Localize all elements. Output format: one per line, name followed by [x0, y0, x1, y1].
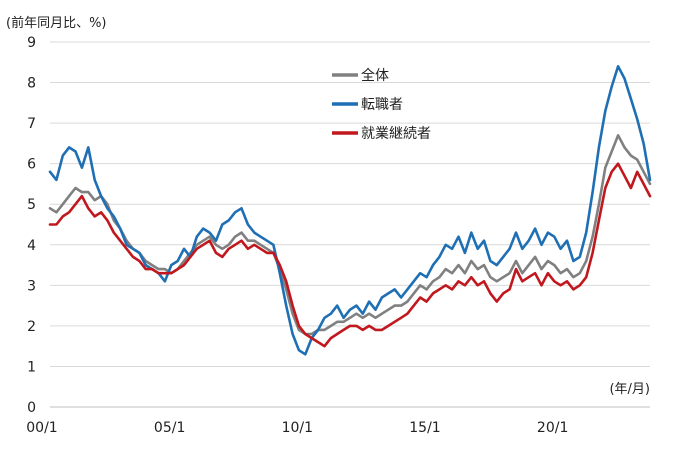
grid-lines — [50, 41, 650, 367]
y-tick-label: 3 — [27, 278, 36, 294]
x-axis-unit-label: (年/月) — [609, 382, 650, 397]
x-tick-label: 20/1 — [537, 420, 568, 436]
y-axis-unit-label: (前年同月比、%) — [6, 15, 107, 31]
x-tick-label: 00/1 — [26, 420, 57, 436]
legend-label-2: 就業継続者 — [361, 125, 431, 142]
series-lines — [48, 65, 652, 356]
y-tick-labels: 0 1 2 3 4 5 6 7 8 9 — [27, 35, 36, 416]
y-tick-label: 1 — [27, 359, 36, 375]
series-line-0 — [48, 134, 652, 336]
series-line-2 — [48, 162, 652, 348]
y-tick-label: 0 — [27, 400, 36, 416]
x-tick-label: 15/1 — [409, 420, 440, 436]
y-tick-label: 5 — [27, 197, 36, 213]
legend-label-1: 転職者 — [361, 97, 403, 113]
x-tick-label: 05/1 — [154, 420, 185, 436]
y-tick-label: 8 — [27, 76, 36, 92]
legend-label-0: 全体 — [361, 67, 389, 84]
series-line-1 — [48, 65, 652, 356]
y-tick-label: 4 — [27, 238, 36, 254]
y-tick-label: 6 — [27, 157, 36, 173]
y-tick-label: 2 — [27, 319, 36, 335]
x-tick-label: 10/1 — [282, 420, 313, 436]
y-tick-label: 7 — [27, 116, 36, 132]
x-tick-labels: 00/1 05/1 10/1 15/1 20/1 — [26, 420, 568, 436]
y-tick-label: 9 — [27, 35, 36, 51]
